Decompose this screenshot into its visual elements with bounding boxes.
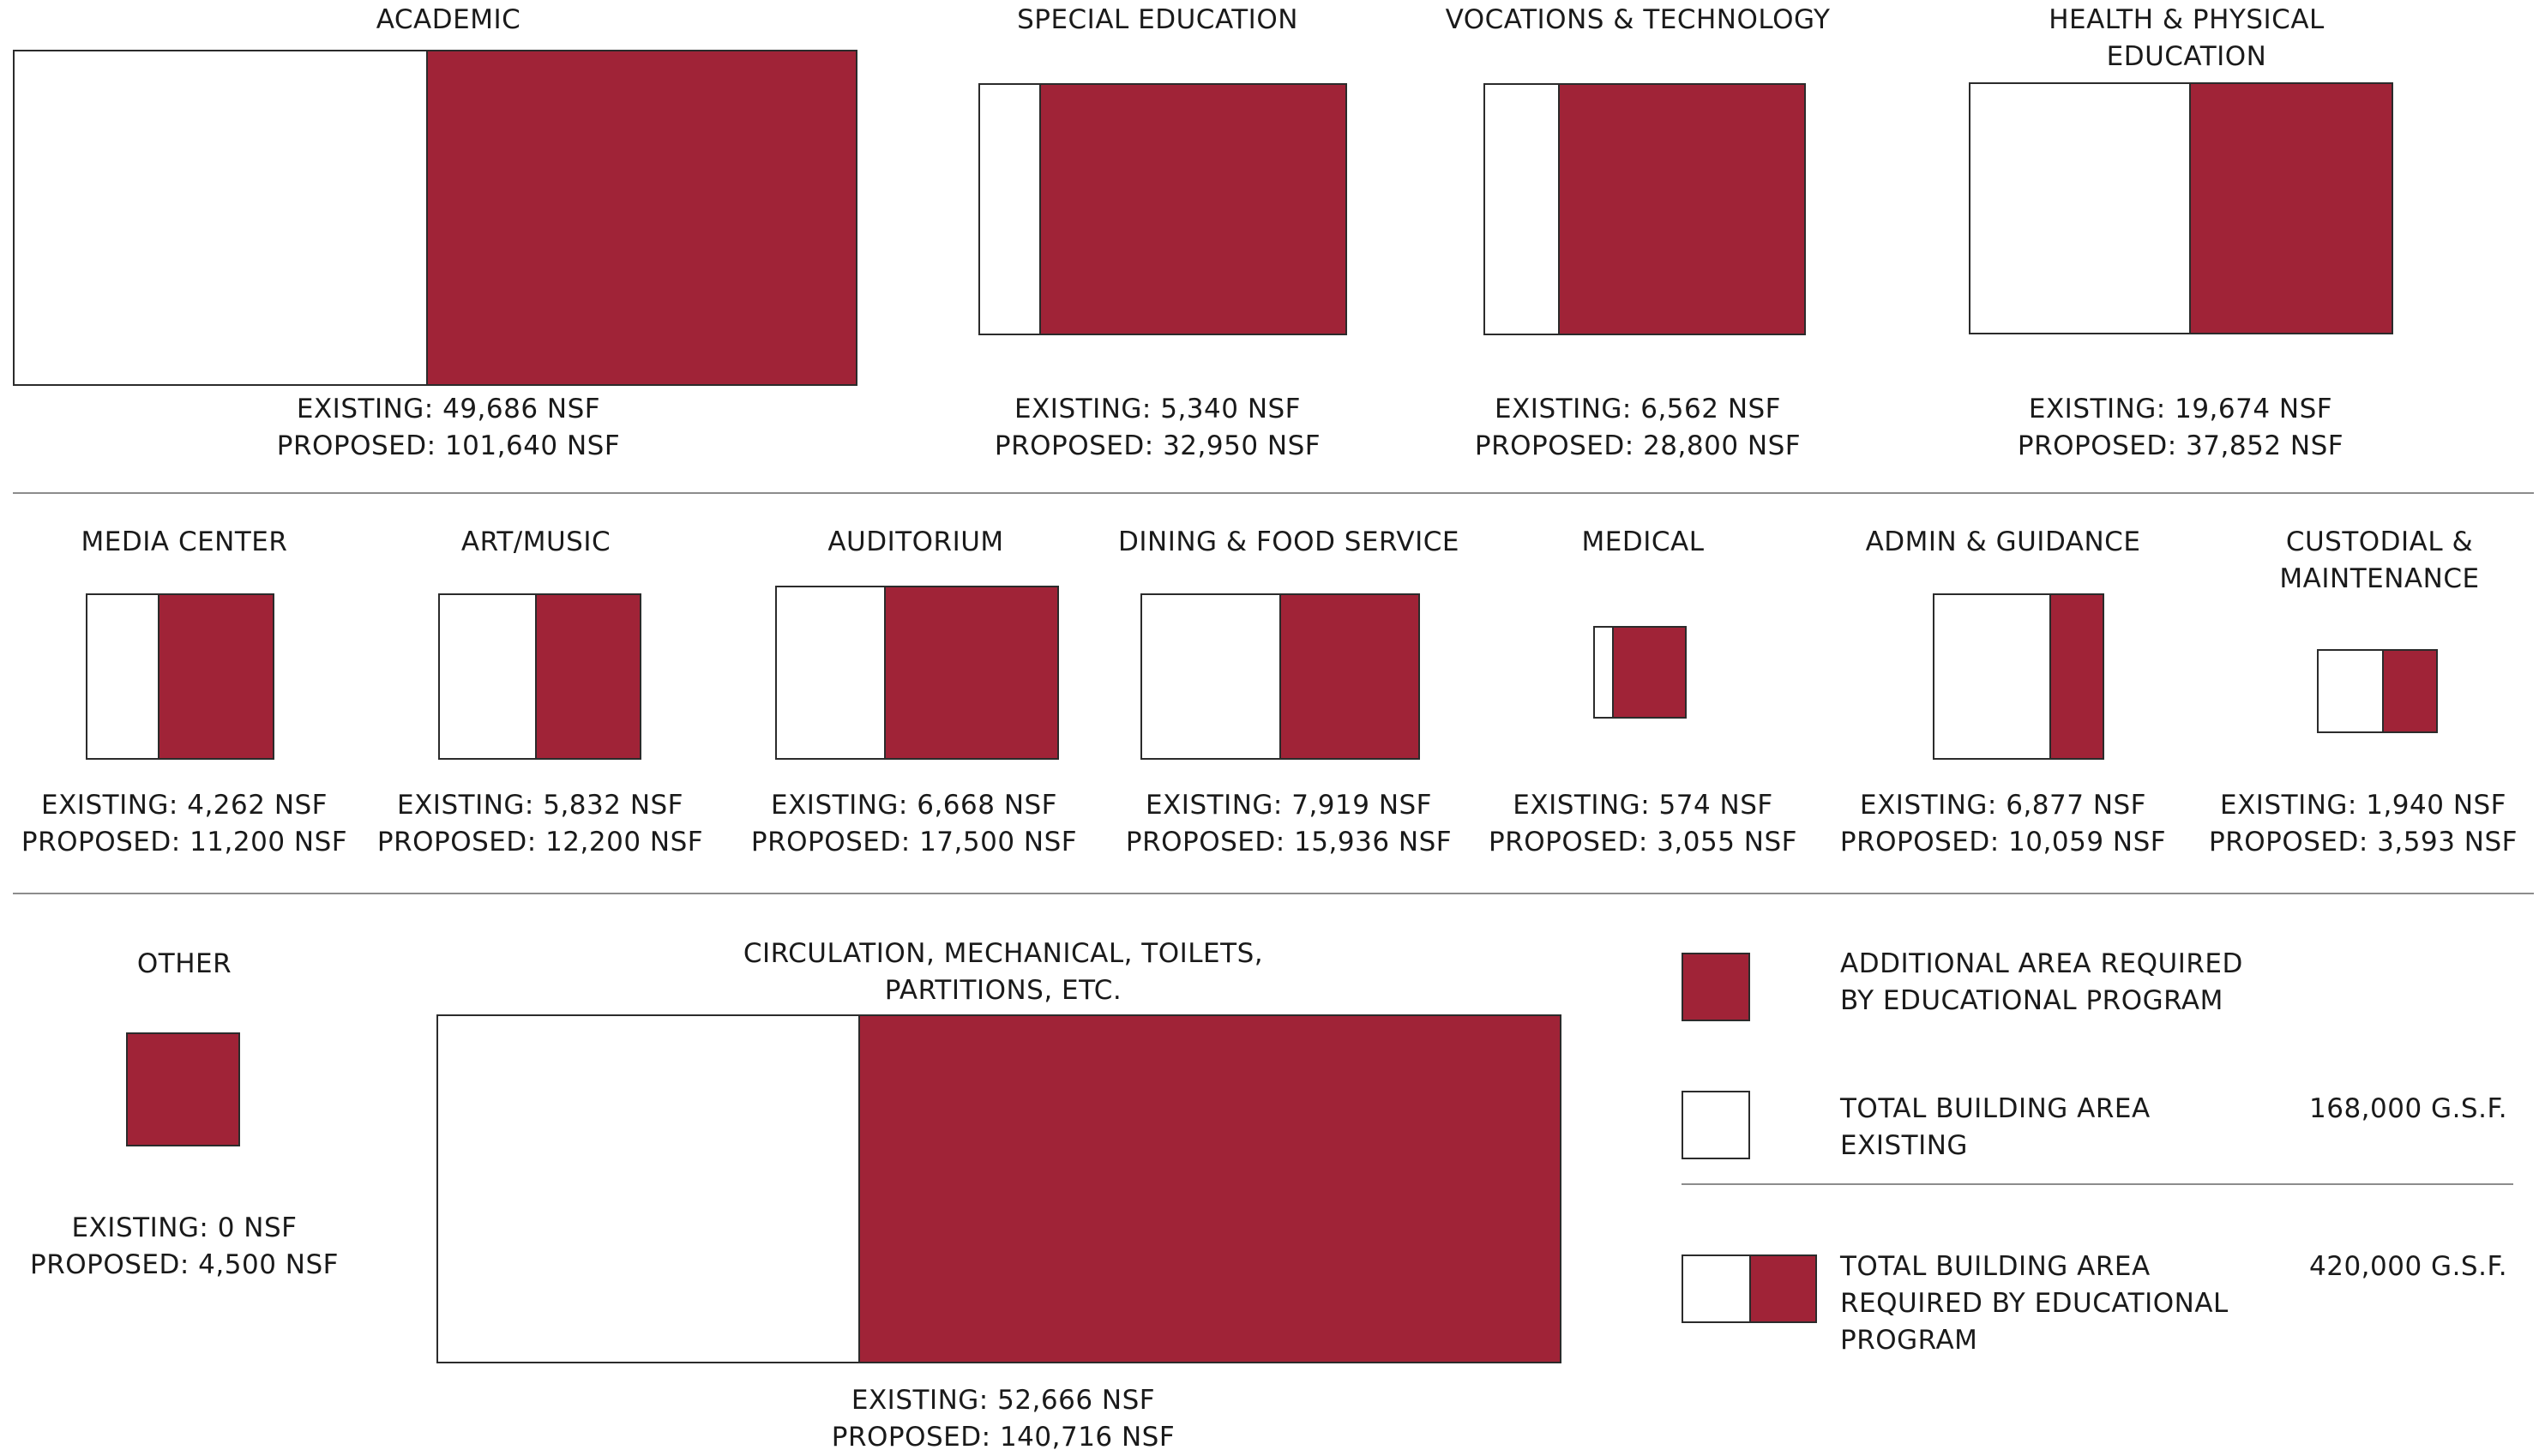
legend-additional-swatch xyxy=(1682,953,1750,1021)
legend-required-swatch xyxy=(1682,1254,1817,1323)
medical-proposed-label: PROPOSED: 3,055 NSF xyxy=(1489,827,1797,857)
media-center-existing-label: EXISTING: 4,262 NSF xyxy=(40,790,328,821)
media-center-title: MEDIA CENTER xyxy=(81,526,288,557)
admin-guidance-additional-area xyxy=(2049,595,2103,758)
admin-guidance-existing-label: EXISTING: 6,877 NSF xyxy=(1859,790,2147,821)
special-education-additional-area xyxy=(1039,85,1345,334)
legend-required-additional-part xyxy=(1749,1256,1815,1321)
vocations-technology-area-block xyxy=(1483,83,1806,335)
circulation-title-line1: CIRCULATION, MECHANICAL, TOILETS, xyxy=(743,938,1264,969)
admin-guidance-title: ADMIN & GUIDANCE xyxy=(1865,526,2141,557)
vocations-technology-existing-label: EXISTING: 6,562 NSF xyxy=(1494,394,1782,424)
legend-required-line3: PROGRAM xyxy=(1840,1325,1978,1356)
medical-area-block xyxy=(1593,626,1687,719)
media-center-proposed-label: PROPOSED: 11,200 NSF xyxy=(21,827,348,857)
legend-existing-line1: TOTAL BUILDING AREA xyxy=(1840,1093,2151,1124)
legend-required-line1: TOTAL BUILDING AREA xyxy=(1840,1251,2151,1282)
dining-food-service-additional-area xyxy=(1279,595,1418,758)
other-existing-label: EXISTING: 0 NSF xyxy=(71,1212,298,1243)
legend-required-value: 420,000 G.S.F. xyxy=(2309,1251,2508,1282)
media-center-area-block xyxy=(86,593,274,760)
vocations-technology-proposed-label: PROPOSED: 28,800 NSF xyxy=(1474,430,1802,461)
health-physical-additional-area xyxy=(2189,84,2392,333)
legend-existing-swatch xyxy=(1682,1091,1750,1159)
art-music-additional-area xyxy=(535,595,640,758)
row-divider-1 xyxy=(13,492,2534,494)
custodial-maintenance-area-block xyxy=(2317,649,2438,733)
media-center-additional-area xyxy=(158,595,273,758)
special-education-proposed-label: PROPOSED: 32,950 NSF xyxy=(994,430,1321,461)
auditorium-proposed-label: PROPOSED: 17,500 NSF xyxy=(750,827,1078,857)
academic-title: ACADEMIC xyxy=(376,4,521,35)
academic-area-block xyxy=(13,50,857,386)
admin-guidance-area-block xyxy=(1933,593,2104,760)
circulation-proposed-label: PROPOSED: 140,716 NSF xyxy=(831,1422,1176,1453)
row-divider-2 xyxy=(13,893,2534,894)
auditorium-title: AUDITORIUM xyxy=(827,526,1004,557)
custodial-maintenance-existing-label: EXISTING: 1,940 NSF xyxy=(2219,790,2507,821)
art-music-area-block xyxy=(438,593,641,760)
other-proposed-label: PROPOSED: 4,500 NSF xyxy=(30,1249,339,1280)
health-physical-title-line2: EDUCATION xyxy=(2106,41,2267,72)
circulation-additional-area xyxy=(857,1016,1560,1362)
special-education-existing-label: EXISTING: 5,340 NSF xyxy=(1014,394,1302,424)
custodial-maintenance-additional-area xyxy=(2381,651,2436,731)
academic-additional-area xyxy=(425,51,856,384)
academic-proposed-label: PROPOSED: 101,640 NSF xyxy=(276,430,621,461)
special-education-area-block xyxy=(978,83,1347,335)
custodial-maintenance-title-line1: CUSTODIAL & xyxy=(2285,526,2474,557)
admin-guidance-proposed-label: PROPOSED: 10,059 NSF xyxy=(1839,827,2167,857)
vocations-technology-title: VOCATIONS & TECHNOLOGY xyxy=(1445,4,1831,35)
dining-food-service-area-block xyxy=(1140,593,1420,760)
health-physical-area-block xyxy=(1969,82,2393,334)
dining-food-service-title: DINING & FOOD SERVICE xyxy=(1118,526,1459,557)
legend-divider xyxy=(1682,1183,2513,1185)
academic-existing-label: EXISTING: 49,686 NSF xyxy=(296,394,601,424)
legend-existing-line2: EXISTING xyxy=(1840,1130,1968,1161)
health-physical-proposed-label: PROPOSED: 37,852 NSF xyxy=(2017,430,2344,461)
auditorium-area-block xyxy=(775,586,1059,760)
circulation-area-block xyxy=(436,1014,1561,1363)
dining-food-service-existing-label: EXISTING: 7,919 NSF xyxy=(1145,790,1433,821)
dining-food-service-proposed-label: PROPOSED: 15,936 NSF xyxy=(1125,827,1453,857)
auditorium-existing-label: EXISTING: 6,668 NSF xyxy=(770,790,1058,821)
medical-title: MEDICAL xyxy=(1581,526,1705,557)
legend-existing-value: 168,000 G.S.F. xyxy=(2309,1093,2508,1124)
art-music-proposed-label: PROPOSED: 12,200 NSF xyxy=(376,827,704,857)
health-physical-title-line1: HEALTH & PHYSICAL xyxy=(2049,4,2325,35)
legend-required-line2: REQUIRED BY EDUCATIONAL xyxy=(1840,1288,2229,1319)
medical-additional-area xyxy=(1611,628,1685,717)
art-music-existing-label: EXISTING: 5,832 NSF xyxy=(396,790,684,821)
other-additional-area xyxy=(128,1034,238,1145)
other-title: OTHER xyxy=(136,948,232,979)
legend-additional-line1: ADDITIONAL AREA REQUIRED xyxy=(1840,948,2243,979)
other-area-block xyxy=(126,1032,240,1146)
custodial-maintenance-title-line2: MAINTENANCE xyxy=(2279,563,2480,594)
legend-additional-line2: BY EDUCATIONAL PROGRAM xyxy=(1840,985,2223,1016)
custodial-maintenance-proposed-label: PROPOSED: 3,593 NSF xyxy=(2209,827,2518,857)
special-education-title: SPECIAL EDUCATION xyxy=(1017,4,1298,35)
medical-existing-label: EXISTING: 574 NSF xyxy=(1513,790,1773,821)
circulation-title-line2: PARTITIONS, ETC. xyxy=(884,975,1122,1006)
art-music-title: ART/MUSIC xyxy=(460,526,611,557)
health-physical-existing-label: EXISTING: 19,674 NSF xyxy=(2028,394,2333,424)
auditorium-additional-area xyxy=(883,587,1057,758)
circulation-existing-label: EXISTING: 52,666 NSF xyxy=(851,1385,1156,1416)
vocations-technology-additional-area xyxy=(1557,85,1804,334)
